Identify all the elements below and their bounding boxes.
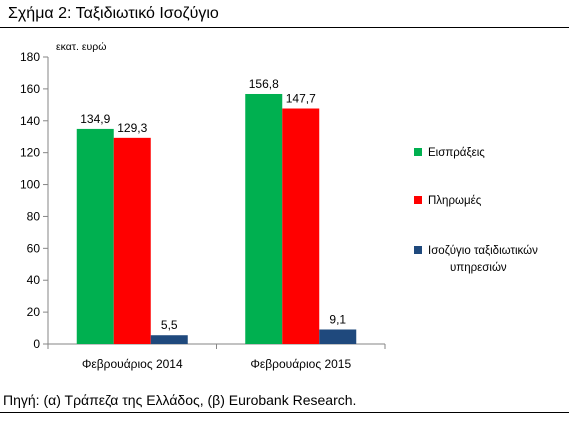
y-unit-label: εκατ. ευρώ (56, 41, 106, 53)
figure-source: Πηγή: (α) Τράπεζα της Ελλάδος, (β) Eurob… (3, 392, 357, 408)
y-tick-label: 120 (20, 146, 40, 160)
y-tick-label: 140 (20, 114, 40, 128)
chart-legend: Εισπράξεις Πληρωμές Ισοζύγιο ταξιδιωτικών υ… (414, 147, 538, 274)
y-tick-label: 100 (20, 178, 40, 192)
legend-entry-label: Πληρωμές (428, 195, 482, 207)
legend-entry-label: Ισοζύγιο ταξιδιωτικών υπηρεσιών (428, 245, 538, 274)
bar (282, 108, 320, 345)
bar-data-label: 147,7 (286, 92, 316, 106)
figure-title: Σχήμα 2: Ταξιδιωτικό Ισοζύγιο (8, 5, 219, 22)
bar (319, 329, 357, 344)
legend-swatch (414, 196, 422, 204)
y-tick-label: 20 (27, 305, 41, 319)
bar-chart: 0 20 40 60 80 100 120 140 160 180 εκατ. ευρώ Φεβρου… (20, 41, 538, 371)
y-tick-label: 80 (27, 209, 41, 223)
chart-data-labels: 134,9 129,3 5,5 156,8 147,7 9,1 (80, 77, 346, 332)
x-category-label: Φεβρουάριος 2014 (82, 357, 183, 371)
y-tick-label: 0 (33, 337, 40, 351)
bar-data-label: 156,8 (249, 77, 279, 91)
chart-bars (76, 93, 357, 345)
bottom-rule (0, 412, 569, 413)
chart-axes: 0 20 40 60 80 100 120 140 160 180 εκατ. ευρώ Φεβρου… (20, 41, 386, 371)
bar (76, 128, 114, 344)
bar-data-label: 9,1 (329, 312, 346, 326)
bar (245, 93, 283, 344)
bar (150, 335, 188, 344)
bar-data-label: 5,5 (161, 318, 178, 332)
y-tick-label: 60 (27, 241, 41, 255)
y-tick-label: 160 (20, 82, 40, 96)
legend-entry-label: Εισπράξεις (428, 147, 485, 159)
legend-swatch (414, 148, 422, 156)
top-rule (0, 27, 569, 28)
x-category-label: Φεβρουάριος 2015 (250, 357, 351, 371)
bar-data-label: 129,3 (117, 121, 147, 135)
bar-data-label: 134,9 (80, 112, 110, 126)
legend-swatch (414, 246, 422, 254)
y-tick-label: 180 (20, 50, 40, 64)
y-tick-label: 40 (27, 273, 41, 287)
bar (113, 137, 151, 344)
